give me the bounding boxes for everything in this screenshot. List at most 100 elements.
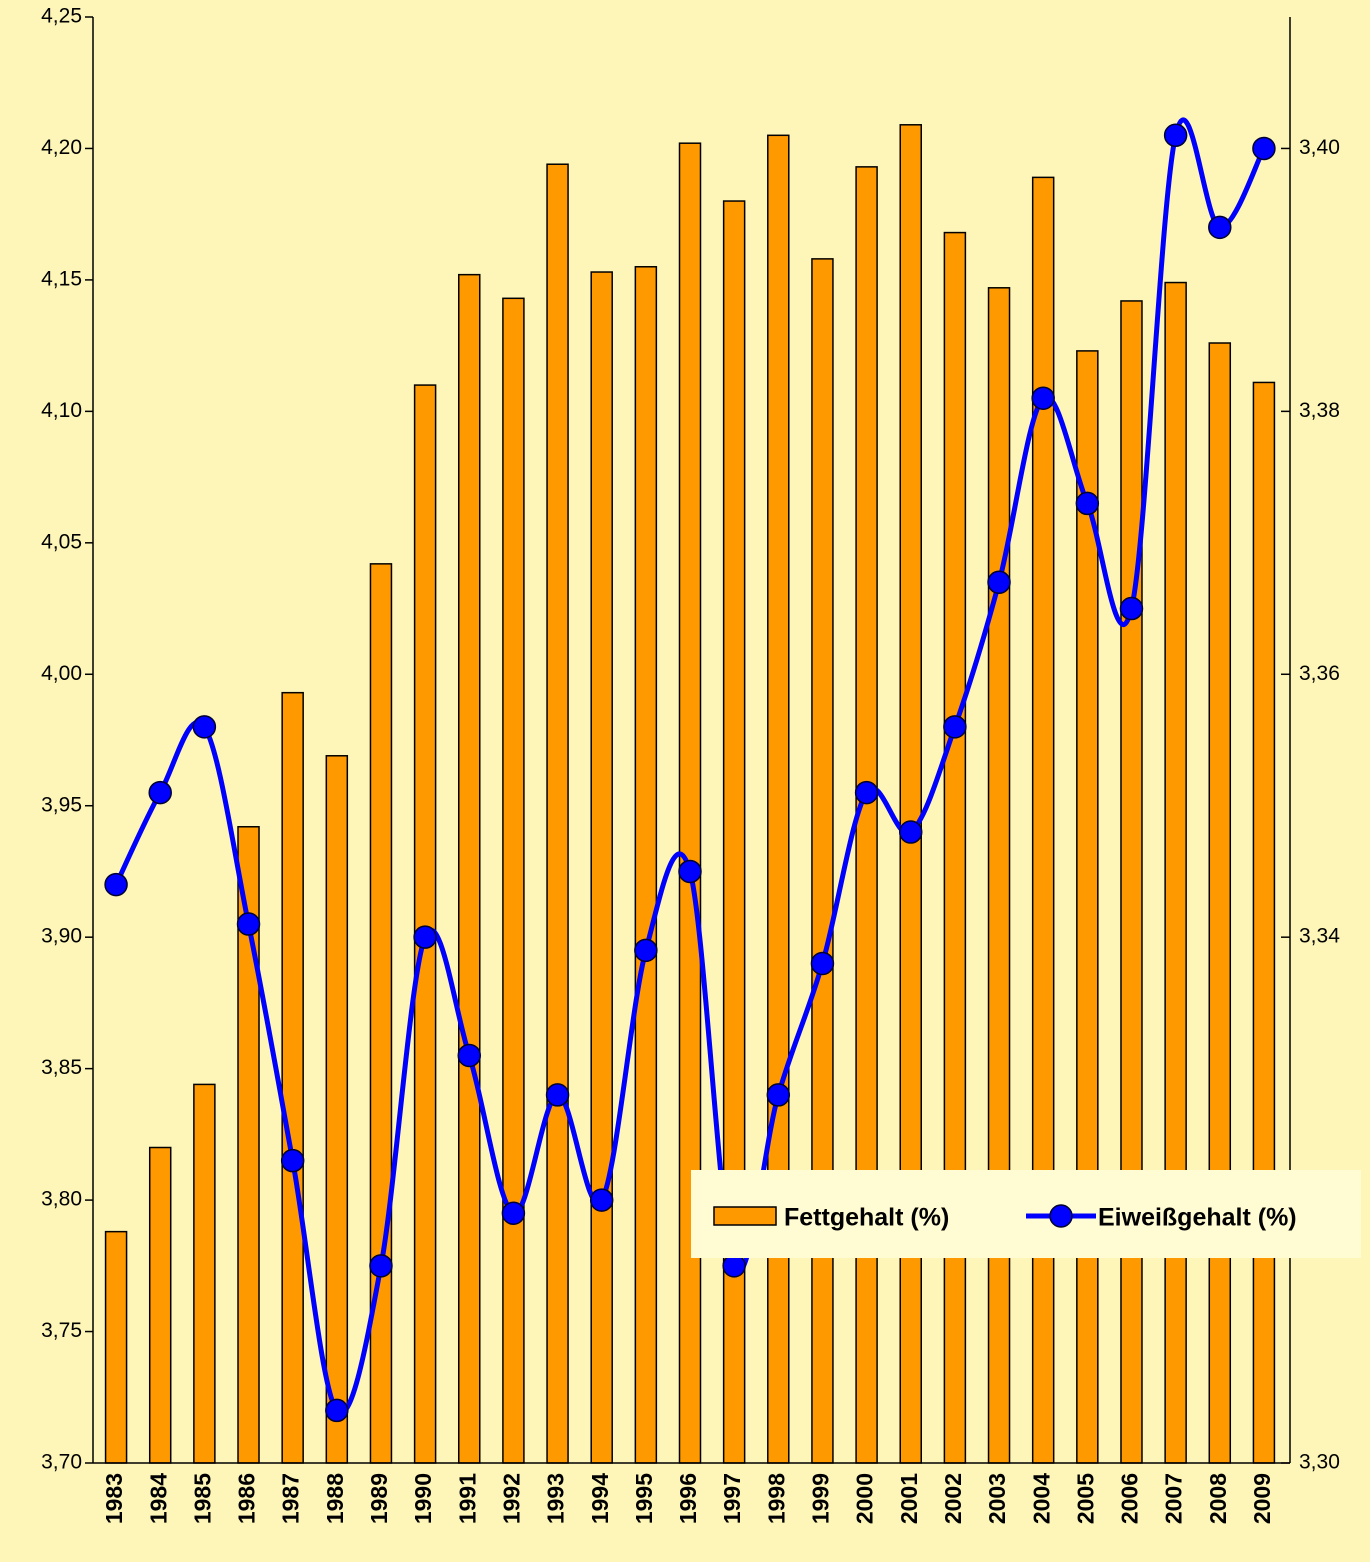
- bar: [369, 563, 393, 1464]
- bar: [767, 134, 790, 1464]
- x-tick-label: 1991: [454, 1473, 480, 1524]
- bar: [1031, 176, 1055, 1464]
- x-tick-label: 1994: [587, 1473, 613, 1524]
- x-tick-label: 1992: [498, 1473, 524, 1524]
- x-tick-label: 1984: [145, 1473, 171, 1524]
- y2-tick-label: 3,34: [1299, 925, 1340, 948]
- marker: [1252, 136, 1276, 161]
- y-tick-label: 3,80: [41, 1188, 82, 1211]
- x-tick-label: 1997: [719, 1473, 745, 1524]
- legend-label: Eiweißgehalt (%): [1098, 1204, 1297, 1232]
- y-tick-label: 4,10: [41, 399, 82, 422]
- x-tick-label: 1995: [631, 1473, 657, 1524]
- x-tick-label: 2005: [1072, 1473, 1098, 1524]
- marker: [325, 1398, 349, 1423]
- marker: [987, 570, 1011, 595]
- x-tick-label: 1987: [278, 1473, 304, 1524]
- marker: [766, 1083, 791, 1107]
- bar: [590, 271, 613, 1464]
- bar: [502, 297, 525, 1464]
- marker: [722, 1254, 746, 1278]
- bar: [943, 231, 967, 1464]
- y-tick-label: 3,70: [41, 1451, 82, 1474]
- y2-tick-label: 3,38: [1299, 399, 1340, 422]
- bar: [325, 755, 349, 1464]
- y-tick-label: 4,15: [41, 267, 82, 290]
- x-tick-label: 2008: [1205, 1473, 1231, 1524]
- marker: [457, 1043, 482, 1068]
- x-tick-label: 2006: [1117, 1473, 1143, 1524]
- x-tick-label: 2007: [1161, 1473, 1187, 1524]
- bar: [899, 124, 922, 1464]
- y-tick-label: 4,00: [41, 662, 82, 685]
- y-tick-label: 3,90: [41, 925, 82, 948]
- marker: [1208, 215, 1232, 240]
- x-tick-label: 1986: [234, 1473, 260, 1524]
- y-tick-label: 3,85: [41, 1056, 82, 1079]
- x-tick-label: 1996: [675, 1473, 701, 1524]
- marker: [854, 780, 879, 805]
- y2-tick-label: 3,40: [1299, 136, 1340, 159]
- x-tick-label: 2004: [1028, 1473, 1054, 1524]
- x-tick-label: 1999: [808, 1473, 834, 1524]
- x-tick-label: 1993: [543, 1473, 569, 1524]
- bar: [1076, 350, 1099, 1464]
- x-tick-label: 1983: [101, 1473, 127, 1524]
- marker: [148, 780, 172, 805]
- y-tick-label: 4,20: [41, 136, 82, 159]
- marker: [810, 951, 835, 976]
- y-tick-label: 4,05: [41, 530, 82, 553]
- bar: [1252, 381, 1276, 1464]
- bar: [458, 273, 481, 1464]
- x-tick-label: 2009: [1249, 1473, 1275, 1524]
- x-tick-label: 1990: [410, 1473, 436, 1524]
- x-tick-label: 2000: [852, 1473, 878, 1524]
- bar: [148, 1146, 172, 1464]
- bar: [634, 266, 658, 1464]
- x-tick-label: 1985: [189, 1473, 215, 1524]
- bar: [678, 142, 702, 1464]
- x-tick-label: 2003: [984, 1473, 1010, 1524]
- y-tick-label: 3,75: [41, 1319, 82, 1342]
- marker: [678, 859, 702, 884]
- bar: [811, 258, 834, 1464]
- marker: [1031, 386, 1055, 410]
- y-tick-label: 3,95: [41, 793, 82, 816]
- legend-label: Fettgehalt (%): [784, 1204, 949, 1232]
- y2-tick-label: 3,36: [1299, 662, 1340, 685]
- marker: [589, 1188, 614, 1212]
- marker: [1119, 596, 1144, 621]
- x-tick-label: 2002: [940, 1473, 966, 1524]
- marker: [501, 1201, 526, 1225]
- bar: [193, 1083, 216, 1464]
- marker: [943, 715, 967, 739]
- bar: [546, 163, 569, 1464]
- legend-swatch: [713, 1206, 777, 1226]
- marker: [280, 1148, 305, 1173]
- y-tick-label: 4,25: [41, 5, 82, 28]
- marker: [104, 872, 128, 897]
- y2-tick-label: 3,30: [1299, 1451, 1340, 1474]
- marker: [545, 1083, 570, 1107]
- bar: [104, 1230, 128, 1464]
- marker: [1075, 491, 1100, 516]
- x-tick-label: 1989: [366, 1473, 392, 1524]
- bar: [1120, 300, 1143, 1464]
- x-tick-label: 2001: [896, 1473, 922, 1524]
- bar: [987, 287, 1011, 1464]
- legend-marker: [1049, 1204, 1073, 1228]
- marker: [898, 820, 923, 844]
- x-tick-label: 1998: [763, 1473, 789, 1524]
- marker: [1163, 123, 1188, 148]
- marker: [369, 1254, 393, 1278]
- marker: [634, 938, 658, 963]
- bar: [1208, 342, 1232, 1464]
- marker: [192, 715, 217, 739]
- marker: [413, 925, 437, 949]
- bar: [281, 691, 304, 1464]
- marker: [236, 912, 261, 936]
- x-tick-label: 1988: [322, 1473, 348, 1524]
- bar: [413, 384, 437, 1464]
- bar: [1164, 281, 1187, 1464]
